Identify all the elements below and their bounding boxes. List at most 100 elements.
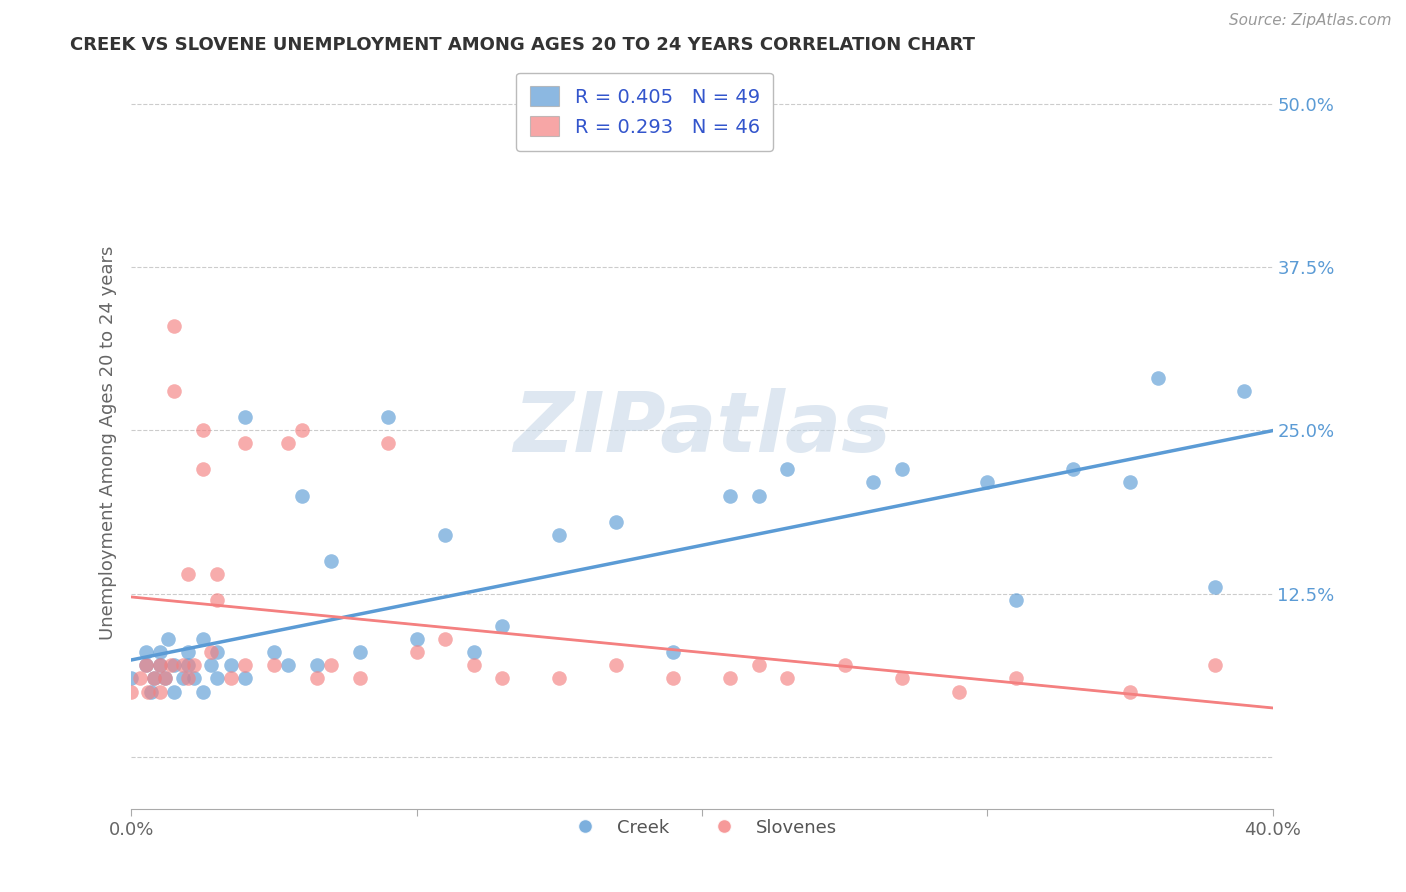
- Point: [548, 672, 571, 686]
- Point: [172, 672, 194, 686]
- Point: [834, 658, 856, 673]
- Point: [200, 658, 222, 673]
- Point: [776, 462, 799, 476]
- Point: [277, 658, 299, 673]
- Point: [138, 684, 160, 698]
- Point: [491, 672, 513, 686]
- Point: [205, 593, 228, 607]
- Point: [1233, 384, 1256, 398]
- Point: [1119, 475, 1142, 490]
- Point: [291, 489, 314, 503]
- Point: [548, 527, 571, 541]
- Point: [605, 658, 627, 673]
- Point: [1147, 371, 1170, 385]
- Point: [183, 672, 205, 686]
- Point: [291, 423, 314, 437]
- Point: [890, 462, 912, 476]
- Point: [263, 645, 285, 659]
- Point: [434, 527, 457, 541]
- Point: [463, 658, 485, 673]
- Point: [149, 645, 172, 659]
- Point: [349, 645, 371, 659]
- Point: [1004, 672, 1026, 686]
- Point: [1119, 684, 1142, 698]
- Point: [120, 672, 142, 686]
- Point: [720, 672, 742, 686]
- Point: [1004, 593, 1026, 607]
- Point: [163, 684, 186, 698]
- Point: [776, 672, 799, 686]
- Point: [163, 658, 186, 673]
- Point: [155, 672, 177, 686]
- Point: [948, 684, 970, 698]
- Point: [319, 554, 342, 568]
- Point: [720, 489, 742, 503]
- Point: [434, 632, 457, 647]
- Point: [305, 672, 328, 686]
- Point: [172, 658, 194, 673]
- Text: Source: ZipAtlas.com: Source: ZipAtlas.com: [1229, 13, 1392, 29]
- Point: [149, 658, 172, 673]
- Point: [141, 684, 163, 698]
- Point: [143, 672, 166, 686]
- Point: [605, 515, 627, 529]
- Text: ZIPatlas: ZIPatlas: [513, 388, 891, 469]
- Point: [377, 410, 399, 425]
- Point: [163, 318, 186, 333]
- Point: [405, 645, 427, 659]
- Point: [205, 566, 228, 581]
- Point: [177, 658, 200, 673]
- Point: [1062, 462, 1084, 476]
- Point: [134, 658, 156, 673]
- Point: [319, 658, 342, 673]
- Point: [163, 384, 186, 398]
- Point: [143, 672, 166, 686]
- Point: [263, 658, 285, 673]
- Point: [183, 658, 205, 673]
- Point: [349, 672, 371, 686]
- Point: [277, 436, 299, 450]
- Point: [890, 672, 912, 686]
- Point: [491, 619, 513, 633]
- Point: [219, 658, 242, 673]
- Point: [149, 658, 172, 673]
- Point: [748, 658, 770, 673]
- Point: [191, 423, 214, 437]
- Point: [200, 645, 222, 659]
- Point: [1204, 580, 1226, 594]
- Point: [405, 632, 427, 647]
- Point: [463, 645, 485, 659]
- Point: [155, 672, 177, 686]
- Point: [191, 684, 214, 698]
- Point: [235, 658, 257, 673]
- Point: [120, 684, 142, 698]
- Point: [177, 566, 200, 581]
- Legend: Creek, Slovenes: Creek, Slovenes: [560, 812, 845, 844]
- Point: [160, 658, 183, 673]
- Point: [662, 672, 685, 686]
- Point: [177, 645, 200, 659]
- Point: [219, 672, 242, 686]
- Point: [149, 684, 172, 698]
- Point: [235, 436, 257, 450]
- Point: [662, 645, 685, 659]
- Point: [205, 672, 228, 686]
- Point: [305, 658, 328, 673]
- Point: [235, 672, 257, 686]
- Point: [134, 658, 156, 673]
- Y-axis label: Unemployment Among Ages 20 to 24 years: Unemployment Among Ages 20 to 24 years: [100, 246, 117, 640]
- Text: CREEK VS SLOVENE UNEMPLOYMENT AMONG AGES 20 TO 24 YEARS CORRELATION CHART: CREEK VS SLOVENE UNEMPLOYMENT AMONG AGES…: [70, 36, 976, 54]
- Point: [128, 672, 150, 686]
- Point: [134, 645, 156, 659]
- Point: [191, 632, 214, 647]
- Point: [235, 410, 257, 425]
- Point: [205, 645, 228, 659]
- Point: [862, 475, 884, 490]
- Point: [748, 489, 770, 503]
- Point: [976, 475, 998, 490]
- Point: [377, 436, 399, 450]
- Point: [157, 632, 180, 647]
- Point: [1204, 658, 1226, 673]
- Point: [191, 462, 214, 476]
- Point: [177, 672, 200, 686]
